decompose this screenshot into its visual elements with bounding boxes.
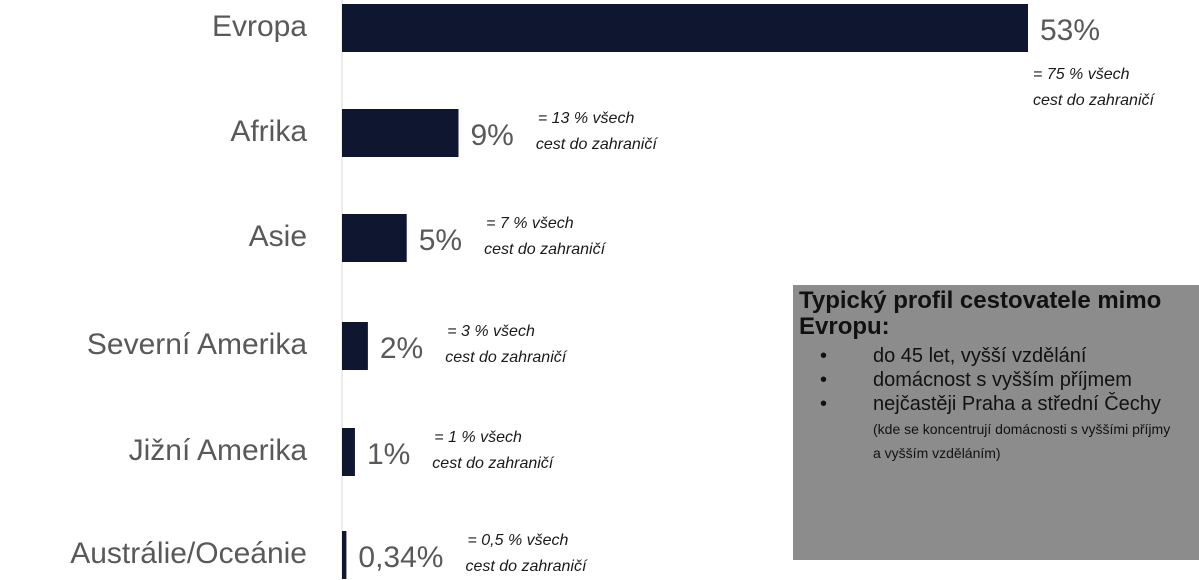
value-label: 9% <box>470 119 513 152</box>
profile-item: do 45 let, vyšší vzdělání <box>793 344 1173 368</box>
bar <box>342 428 355 476</box>
annotation: = 13 % všech <box>538 110 635 127</box>
category-label: Austrálie/Oceánie <box>70 537 307 570</box>
annotation: = 3 % všech <box>447 323 535 340</box>
value-label: 5% <box>419 224 462 257</box>
value-label: 0,34% <box>358 541 443 574</box>
annotation: cest do zahraničí <box>536 136 659 153</box>
annotation: cest do zahraničí <box>484 241 607 258</box>
bar <box>342 322 368 370</box>
value-label: 2% <box>380 332 423 365</box>
category-label: Evropa <box>212 10 307 43</box>
profile-title: Typický profil cestovatele mimo Evropu: <box>799 287 1162 340</box>
category-label: Jižní Amerika <box>129 434 308 467</box>
profile-list: do 45 let, vyšší vzdělánídomácnost s vyš… <box>793 344 1199 464</box>
profile-item-text: do 45 let, vyšší vzdělání <box>873 345 1087 367</box>
bar <box>342 531 347 579</box>
bar <box>342 214 407 262</box>
profile-box: Typický profil cestovatele mimo Evropu: … <box>793 285 1199 560</box>
annotation: cest do zahraničí <box>1033 92 1156 109</box>
value-label: 53% <box>1040 14 1100 47</box>
annotation: cest do zahraničí <box>445 349 568 366</box>
category-label: Asie <box>249 220 307 253</box>
profile-item-text: domácnost s vyšším příjmem <box>873 369 1132 391</box>
bar <box>342 4 1028 52</box>
annotation: = 0,5 % všech <box>467 532 568 549</box>
annotation: cest do zahraničí <box>465 558 588 575</box>
profile-item-note: (kde se koncentrují domácnosti s vyššími… <box>873 421 1171 461</box>
annotation: = 1 % všech <box>434 429 522 446</box>
category-label: Afrika <box>230 115 307 148</box>
category-label: Severní Amerika <box>87 328 307 361</box>
bar <box>342 109 459 157</box>
annotation: cest do zahraničí <box>432 455 555 472</box>
profile-item: domácnost s vyšším příjmem <box>793 368 1173 392</box>
profile-item: nejčastěji Praha a střední Čechy (kde se… <box>793 392 1173 464</box>
profile-item-text: nejčastěji Praha a střední Čechy <box>873 393 1161 415</box>
annotation: = 75 % všech <box>1033 66 1130 83</box>
value-label: 1% <box>367 438 410 471</box>
annotation: = 7 % všech <box>486 215 574 232</box>
